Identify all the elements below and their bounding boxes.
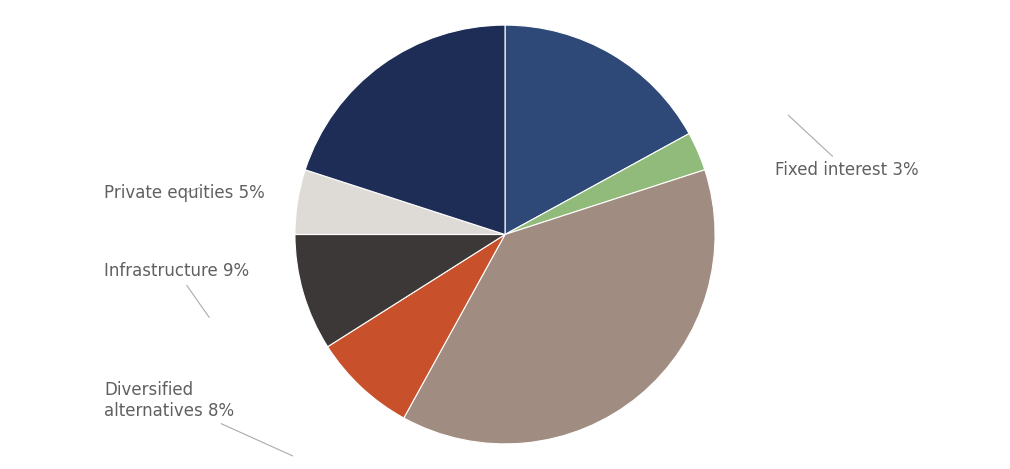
Text: Fixed interest 3%: Fixed interest 3% (776, 115, 919, 179)
Wedge shape (305, 25, 505, 234)
Text: Diversified
alternatives 8%: Diversified alternatives 8% (104, 381, 293, 456)
Text: Private equities 5%: Private equities 5% (104, 184, 265, 202)
Wedge shape (404, 170, 715, 444)
Wedge shape (295, 170, 505, 234)
Wedge shape (505, 134, 705, 234)
Wedge shape (295, 234, 505, 347)
Wedge shape (327, 234, 505, 418)
Text: Infrastructure 9%: Infrastructure 9% (104, 262, 249, 318)
Wedge shape (505, 25, 689, 234)
